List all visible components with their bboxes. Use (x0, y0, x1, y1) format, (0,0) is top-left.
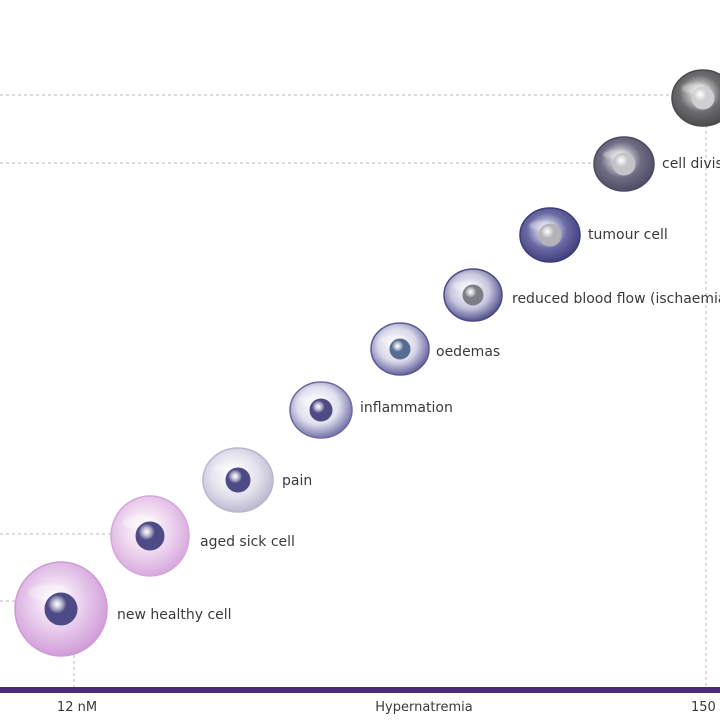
cell-nucleus (44, 592, 78, 626)
cell-label: aged sick cell (200, 534, 295, 550)
cell-nucleus (462, 284, 484, 306)
cell-label: cell divis (662, 156, 720, 172)
cell-label: tumour cell (588, 227, 668, 243)
cell-nucleus (225, 467, 251, 493)
cell-label: reduced blood flow (ischaemia (512, 291, 720, 307)
cell-4: inflammation (289, 381, 453, 439)
cell-3: pain (202, 447, 312, 513)
cell-label: pain (282, 473, 312, 489)
cell-nucleus (309, 398, 333, 422)
cell-5: oedemas (370, 322, 500, 376)
axis-bar (0, 687, 720, 693)
cell-nucleus (612, 152, 636, 176)
cell-label: inflammation (360, 400, 453, 416)
cell-label: new healthy cell (117, 607, 232, 623)
cell-7: tumour cell (519, 207, 668, 263)
axis-left-label: 12 nM (57, 700, 97, 715)
cell-1: new healthy cell (14, 561, 232, 657)
cell-nucleus (389, 338, 411, 360)
cells-group: new healthy cell aged sick cell pain inflam… (14, 69, 720, 657)
cell-nucleus (691, 86, 715, 110)
axis-center-label: Hypernatremia (375, 700, 472, 715)
cell-2: aged sick cell (110, 495, 295, 577)
cell-6: reduced blood flow (ischaemia (443, 268, 720, 322)
axis-right-label: 150 n (691, 700, 720, 715)
cell-9 (671, 69, 720, 127)
cell-label: oedemas (436, 344, 500, 360)
cell-8: cell divis (593, 136, 720, 192)
cell-nucleus (135, 521, 165, 551)
cell-nucleus (538, 223, 562, 247)
